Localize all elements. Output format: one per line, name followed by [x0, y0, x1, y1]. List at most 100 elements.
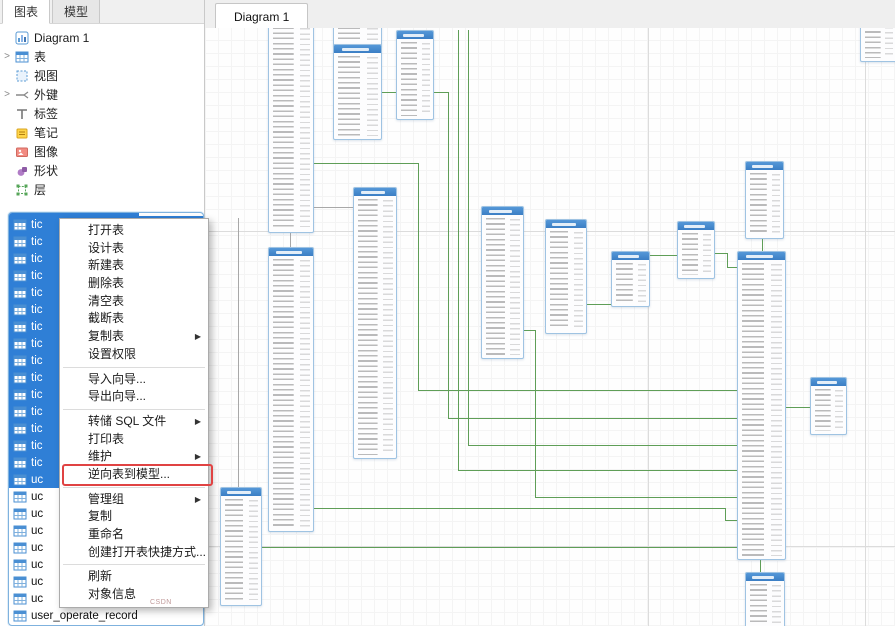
table-name: uc: [31, 524, 44, 537]
menu-separator: [63, 486, 205, 488]
menu-item[interactable]: 复制表 ▶: [60, 328, 208, 346]
menu-item[interactable]: 导入向导...: [88, 371, 147, 386]
sidebar-item-image[interactable]: 图像: [0, 142, 204, 161]
relation-connector[interactable]: [458, 470, 737, 472]
menu-item[interactable]: 管理组 ▶: [60, 491, 208, 509]
sidebar-item-foreign-key[interactable]: > 外键: [0, 85, 204, 104]
menu-item[interactable]: 重命名: [88, 527, 125, 541]
menu-item[interactable]: 打开表: [88, 223, 125, 237]
relation-connector[interactable]: [760, 558, 762, 573]
sidebar-item-diagram-1[interactable]: Diagram 1: [0, 28, 204, 47]
diagram-entity-table[interactable]: [333, 28, 382, 46]
table-row[interactable]: uc: [9, 539, 203, 556]
table-row[interactable]: uc: [9, 488, 203, 505]
table-name: tic: [31, 269, 43, 282]
menu-item[interactable]: 刷新: [88, 569, 113, 584]
relation-connector[interactable]: [458, 30, 460, 470]
menu-item[interactable]: 设计表: [88, 240, 125, 255]
relation-connector[interactable]: [535, 330, 537, 497]
relation-connector[interactable]: [585, 304, 612, 306]
menu-item[interactable]: 新建表: [88, 258, 125, 273]
table-row[interactable]: uc: [9, 522, 203, 539]
tree-item-label: 视图: [34, 69, 59, 83]
expander-icon[interactable]: >: [4, 89, 10, 100]
menu-item[interactable]: 复制: [88, 509, 113, 524]
entity-header: [746, 162, 783, 170]
menu-item[interactable]: 删除表: [88, 276, 125, 291]
diagram-entity-table[interactable]: [545, 219, 587, 334]
sidebar-item-label[interactable]: 标签: [0, 104, 204, 123]
relation-connector[interactable]: [727, 253, 729, 267]
diagram-entity-table[interactable]: [745, 572, 785, 626]
diagram-tab[interactable]: Diagram 1: [215, 3, 309, 29]
diagram-entity-table[interactable]: [396, 30, 434, 120]
shape-icon: [14, 164, 29, 178]
relation-connector[interactable]: [648, 255, 677, 257]
relation-connector[interactable]: [418, 163, 420, 390]
diagram-entity-table[interactable]: [333, 44, 382, 140]
diagram-entity-table[interactable]: [220, 487, 262, 606]
table-row[interactable]: user_operate_record: [9, 607, 203, 624]
tab-diagram[interactable]: 图表: [2, 0, 51, 24]
table-row[interactable]: uc: [9, 556, 203, 573]
relation-connector[interactable]: [725, 508, 727, 520]
diagram-entity-table[interactable]: [611, 251, 650, 307]
entity-field-rows: [486, 218, 521, 355]
sidebar-item-shape[interactable]: 形状: [0, 161, 204, 180]
diagram-entity-table[interactable]: [353, 187, 397, 459]
expander-icon[interactable]: >: [4, 51, 10, 62]
tree-item-label: 外键: [34, 88, 59, 102]
diagram-entity-table[interactable]: [268, 28, 314, 233]
diagram-entity-table[interactable]: [677, 221, 715, 279]
menu-item[interactable]: 设置权限: [88, 346, 137, 361]
menu-item[interactable]: 创建打开表快捷方式...: [88, 544, 207, 559]
relation-connector[interactable]: [535, 497, 737, 499]
menu-item[interactable]: 导出向导...: [88, 389, 147, 404]
relation-connector[interactable]: [418, 390, 737, 392]
relation-connector[interactable]: [448, 418, 737, 420]
relation-connector[interactable]: [713, 253, 727, 255]
diagram-entity-table[interactable]: [481, 206, 524, 359]
entity-field-rows: [682, 233, 711, 275]
table-row[interactable]: uc: [9, 573, 203, 590]
relation-connector[interactable]: [727, 267, 737, 269]
relation-connector-gray[interactable]: [238, 218, 240, 488]
relation-connector[interactable]: [310, 508, 725, 510]
sidebar-item-view[interactable]: 视图: [0, 66, 204, 85]
menu-item[interactable]: 清空表: [88, 293, 125, 308]
relation-connector-gray[interactable]: [313, 207, 353, 209]
relation-connector[interactable]: [260, 547, 737, 549]
relation-connector-gray[interactable]: [290, 231, 292, 248]
relation-connector[interactable]: [468, 30, 470, 445]
relation-connector[interactable]: [468, 445, 737, 447]
relation-connector[interactable]: [313, 163, 418, 165]
relation-connector[interactable]: [784, 407, 810, 409]
table-row[interactable]: uc: [9, 590, 203, 607]
menu-item[interactable]: 截断表: [88, 311, 125, 326]
table-row[interactable]: uc: [9, 505, 203, 522]
sidebar-item-table[interactable]: > 表: [0, 47, 204, 66]
relation-connector[interactable]: [522, 330, 535, 332]
menu-item[interactable]: 打印表: [88, 431, 125, 446]
diagram-canvas[interactable]: [205, 28, 895, 626]
entity-field-rows: [865, 28, 894, 58]
sidebar-tree: Diagram 1 > 表视图 > 外键标签 笔记 图像 形状层: [0, 24, 204, 199]
menu-item[interactable]: 对象信息: [88, 587, 137, 602]
relation-connector[interactable]: [725, 520, 737, 522]
diagram-entity-table[interactable]: [268, 247, 314, 532]
relation-connector[interactable]: [448, 92, 450, 418]
diagram-entity-table[interactable]: [860, 28, 895, 62]
sidebar-item-layer[interactable]: 层: [0, 180, 204, 199]
table-name: tic: [31, 218, 43, 231]
menu-item[interactable]: 转储 SQL 文件 ▶: [60, 413, 208, 431]
menu-item[interactable]: 维护 ▶: [60, 448, 208, 466]
entity-header: [678, 222, 714, 230]
tab-model[interactable]: 模型: [52, 0, 101, 23]
relation-connector[interactable]: [762, 237, 764, 252]
diagram-entity-table[interactable]: [737, 251, 786, 560]
sidebar-item-note[interactable]: 笔记: [0, 123, 204, 142]
menu-item[interactable]: 逆向表到模型...: [60, 463, 213, 486]
diagram-entity-table[interactable]: [810, 377, 847, 435]
diagram-entity-table[interactable]: [745, 161, 784, 239]
table-name: uc: [31, 473, 44, 486]
